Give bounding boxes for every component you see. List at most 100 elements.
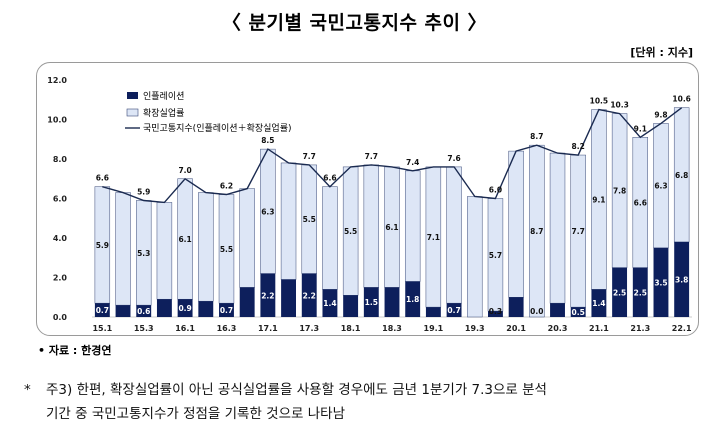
x-tick-label: 19.1 — [424, 324, 444, 333]
data-label-inflation: 0.9 — [178, 304, 191, 313]
x-tick-label: 21.3 — [630, 324, 650, 333]
data-label-total: 6.0 — [489, 186, 502, 195]
x-tick-label: 20.3 — [548, 324, 568, 333]
data-label-total: 5.9 — [137, 187, 150, 196]
footnote-marker: * — [24, 382, 31, 398]
x-tick-label: 17.1 — [258, 324, 278, 333]
data-label-total: 8.2 — [572, 142, 585, 151]
data-label-unemployment: 6.6 — [634, 198, 647, 207]
data-label-inflation: 1.4 — [323, 299, 336, 308]
x-tick-label: 18.1 — [341, 324, 361, 333]
data-label-unemployment: 6.1 — [178, 235, 191, 244]
bar-unemployment — [322, 186, 338, 290]
y-tick-label: 0.0 — [53, 313, 68, 322]
data-label-total: 9.8 — [654, 110, 667, 119]
data-label-total: 7.4 — [406, 158, 419, 167]
bar-inflation — [632, 267, 648, 317]
data-label-unemployment: 7.1 — [427, 233, 440, 242]
x-tick-label: 19.3 — [465, 324, 485, 333]
chart-panel: 0.0 2.0 4.0 6.0 8.0 10.0 12.0 0.7 5.9 6.6 0.6 5.3 5… — [36, 62, 699, 336]
data-label-inflation: 2.5 — [613, 288, 626, 297]
y-tick-label: 2.0 — [53, 274, 68, 283]
data-label-unemployment: 6.3 — [654, 182, 667, 191]
bar-unemployment — [467, 196, 483, 318]
data-label-inflation: 1.5 — [365, 298, 378, 307]
data-label-inflation: 0.7 — [220, 306, 233, 315]
y-tick-label: 10.0 — [47, 116, 67, 125]
footnote-line-1: 주3) 한편, 확장실업률이 아닌 공식실업률을 사용할 경우에도 금년 1분기… — [46, 382, 547, 398]
bar-inflation — [446, 303, 462, 317]
bar-inflation — [281, 279, 296, 317]
data-label-unemployment: 5.9 — [96, 241, 109, 250]
x-tick-label: 22.1 — [672, 324, 692, 333]
data-label-total: 7.6 — [447, 154, 460, 163]
legend: 인플레이션 확장실업률 국민고통지수(인플레이션＋확장실업률) — [125, 91, 292, 134]
bar-inflation — [219, 303, 234, 317]
data-label-unemployment: 9.1 — [592, 195, 605, 204]
data-label-unemployment: 5.3 — [137, 249, 150, 258]
data-label-inflation: 0.7 — [447, 306, 460, 315]
data-label-total: 6.2 — [220, 182, 233, 191]
legend-label-unemployment: 확장실업률 — [143, 107, 184, 119]
bar-inflation — [239, 287, 255, 317]
data-label-total: 10.6 — [672, 95, 691, 104]
bar-inflation — [405, 281, 421, 317]
y-tick-label: 8.0 — [53, 155, 68, 164]
data-label-inflation: 3.8 — [675, 275, 688, 284]
data-label-inflation: 3.5 — [654, 278, 667, 287]
x-tick-label: 16.3 — [217, 324, 237, 333]
bar-inflation — [508, 297, 524, 317]
data-label-inflation: 2.2 — [261, 291, 274, 300]
data-label-total: 8.7 — [530, 132, 543, 141]
bar-unemployment — [549, 152, 566, 304]
legend-swatch-inflation — [127, 92, 138, 99]
bar-inflation — [591, 289, 607, 317]
legend-label-inflation: 인플레이션 — [143, 91, 184, 102]
source-note: • 자료 : 한경연 — [38, 344, 112, 357]
bar-inflation — [570, 307, 586, 317]
data-label-unemployment: 8.7 — [530, 227, 543, 236]
data-label-unemployment: 6.1 — [385, 223, 398, 232]
bar-inflation — [363, 287, 379, 317]
footnote-line-2: 기간 중 국민고통지수가 정점을 기록한 것으로 나타남 — [46, 406, 345, 422]
data-label-total: 9.1 — [634, 124, 647, 133]
bar-unemployment — [198, 192, 214, 302]
unit-label: [단위 : 지수] — [630, 46, 693, 59]
data-label-inflation: 0.0 — [530, 307, 543, 316]
data-label-total: 7.0 — [178, 166, 191, 175]
data-label-inflation: 0.3 — [489, 307, 502, 316]
x-tick-label: 16.1 — [175, 324, 195, 333]
data-label-total: 7.7 — [365, 152, 378, 161]
bar-inflation — [260, 273, 276, 317]
bar-unemployment — [239, 188, 255, 288]
data-label-total: 6.6 — [96, 174, 109, 183]
data-label-inflation: 2.5 — [634, 288, 647, 297]
data-label-inflation: 0.6 — [137, 307, 150, 316]
y-tick-label: 12.0 — [47, 76, 67, 85]
data-label-unemployment: 5.5 — [344, 227, 357, 236]
chart-title: 〈 분기별 국민고통지수 추이 〉 — [221, 12, 488, 34]
legend-label-pain-index: 국민고통지수(인플레이션＋확장실업률) — [143, 122, 292, 134]
data-label-unemployment: 5.5 — [303, 215, 316, 224]
data-label-unemployment: 5.5 — [220, 245, 233, 254]
data-label-total: 8.5 — [261, 136, 274, 145]
data-label-unemployment: 7.7 — [572, 227, 585, 236]
data-label-unemployment: 7.8 — [613, 187, 626, 196]
data-label-inflation: 1.4 — [592, 299, 605, 308]
data-label-unemployment: 6.3 — [261, 207, 274, 216]
pain-index-line — [102, 107, 683, 204]
bar-inflation — [343, 295, 359, 317]
data-label-inflation: 0.5 — [572, 308, 585, 317]
bar-inflation — [550, 303, 565, 317]
bar-unemployment — [115, 192, 131, 306]
x-tick-label: 18.3 — [382, 324, 402, 333]
bar-inflation — [136, 305, 152, 317]
data-label-total: 7.7 — [303, 152, 316, 161]
chart-svg: 0.0 2.0 4.0 6.0 8.0 10.0 12.0 0.7 5.9 6.6 0.6 5.3 5… — [47, 76, 692, 333]
bar-unemployment — [446, 166, 462, 304]
bar-unemployment — [156, 202, 173, 300]
x-tick-label: 21.1 — [589, 324, 609, 333]
bar-inflation — [425, 307, 441, 317]
data-label-inflation: 2.2 — [303, 291, 316, 300]
bar-inflation — [156, 299, 172, 317]
